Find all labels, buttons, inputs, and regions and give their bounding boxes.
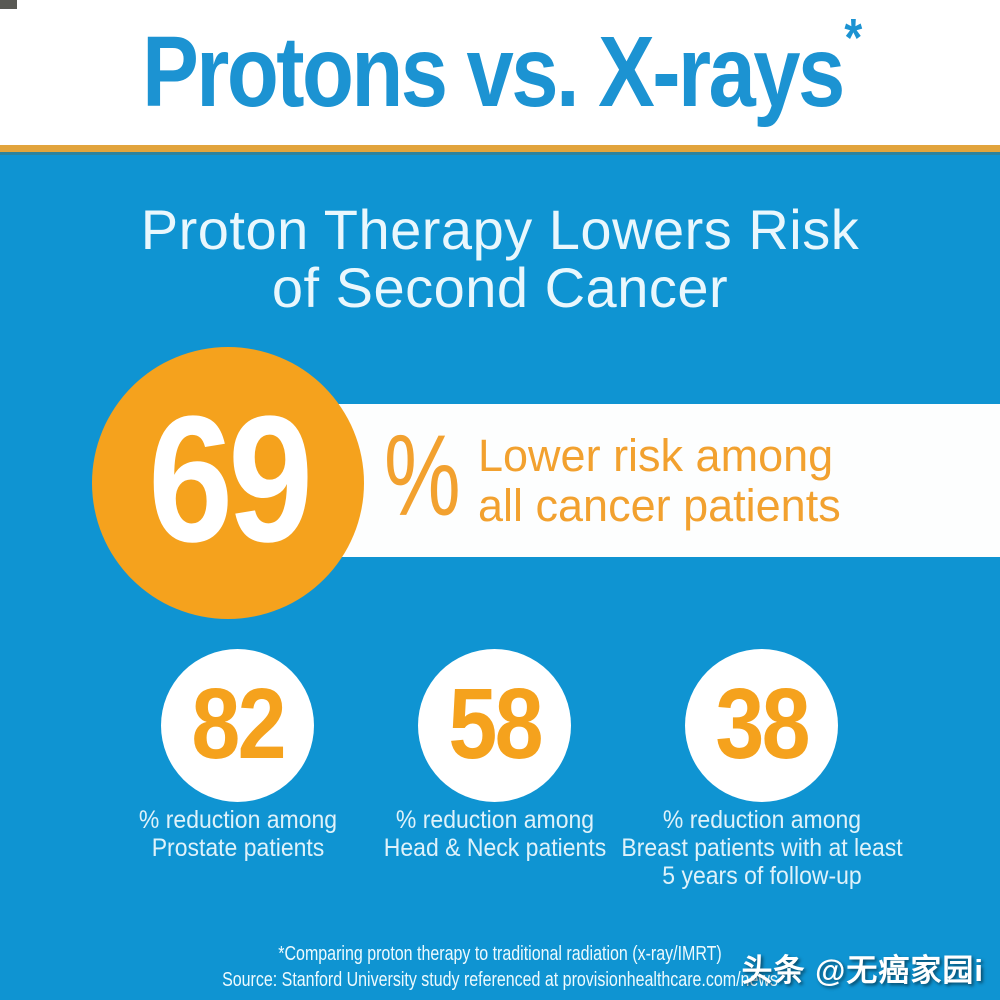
hero-stat-value: 69 bbox=[148, 379, 313, 580]
stat-circle-prostate: 82 bbox=[161, 649, 314, 802]
stat-label-prostate-line-2: Prostate patients bbox=[151, 834, 325, 862]
subtitle-line-1: Proton Therapy Lowers Risk bbox=[140, 198, 860, 261]
hero-caption: Lower risk among all cancer patients bbox=[478, 429, 841, 531]
subtitle: Proton Therapy Lowers Risk of Second Can… bbox=[0, 201, 1000, 317]
stat-label-prostate: % reduction among Prostate patients bbox=[54, 806, 422, 862]
stat-label-head-neck: % reduction among Head & Neck patients bbox=[311, 806, 679, 862]
corner-artifact bbox=[0, 0, 17, 9]
stat-label-head-neck-line-1: % reduction among bbox=[395, 806, 595, 834]
footnote-comparison: *Comparing proton therapy to traditional… bbox=[278, 943, 722, 965]
page-title-text: Protons vs. X-rays bbox=[142, 16, 845, 128]
asterisk-footnote-marker: * bbox=[844, 8, 862, 68]
subtitle-line-2: of Second Cancer bbox=[271, 256, 729, 319]
stat-circle-breast: 38 bbox=[685, 649, 838, 802]
stat-label-breast-line-1: % reduction among bbox=[662, 806, 862, 834]
stat-label-breast-line-2: Breast patients with at least bbox=[621, 834, 903, 862]
hero-caption-line-2: all cancer patients bbox=[478, 479, 841, 531]
hero-band: % Lower risk among all cancer patients bbox=[320, 404, 1000, 557]
stat-label-head-neck-line-2: Head & Neck patients bbox=[383, 834, 607, 862]
stat-label-breast: % reduction among Breast patients with a… bbox=[578, 806, 946, 890]
stat-circle-head-neck: 58 bbox=[418, 649, 571, 802]
stat-value-prostate: 82 bbox=[191, 667, 286, 780]
divider-shadow-edge bbox=[0, 152, 1000, 155]
footnote-block: *Comparing proton therapy to traditional… bbox=[100, 941, 900, 993]
stat-label-prostate-line-1: % reduction among bbox=[138, 806, 338, 834]
stat-value-breast: 38 bbox=[715, 667, 810, 780]
footnote-source: Source: Stanford University study refere… bbox=[222, 969, 778, 991]
hero-stat-circle: 69 bbox=[92, 347, 364, 619]
page-title: Protons vs. X-rays* bbox=[142, 8, 862, 130]
percent-sign: % bbox=[384, 411, 461, 540]
hero-caption-line-1: Lower risk among bbox=[478, 429, 834, 481]
stat-value-head-neck: 58 bbox=[448, 667, 543, 780]
gold-divider-line bbox=[0, 145, 1000, 152]
header: Protons vs. X-rays* bbox=[0, 0, 1000, 145]
stat-label-breast-line-3: 5 years of follow-up bbox=[662, 862, 862, 890]
watermark-toutiao: 头条 @无癌家园i bbox=[741, 953, 984, 988]
